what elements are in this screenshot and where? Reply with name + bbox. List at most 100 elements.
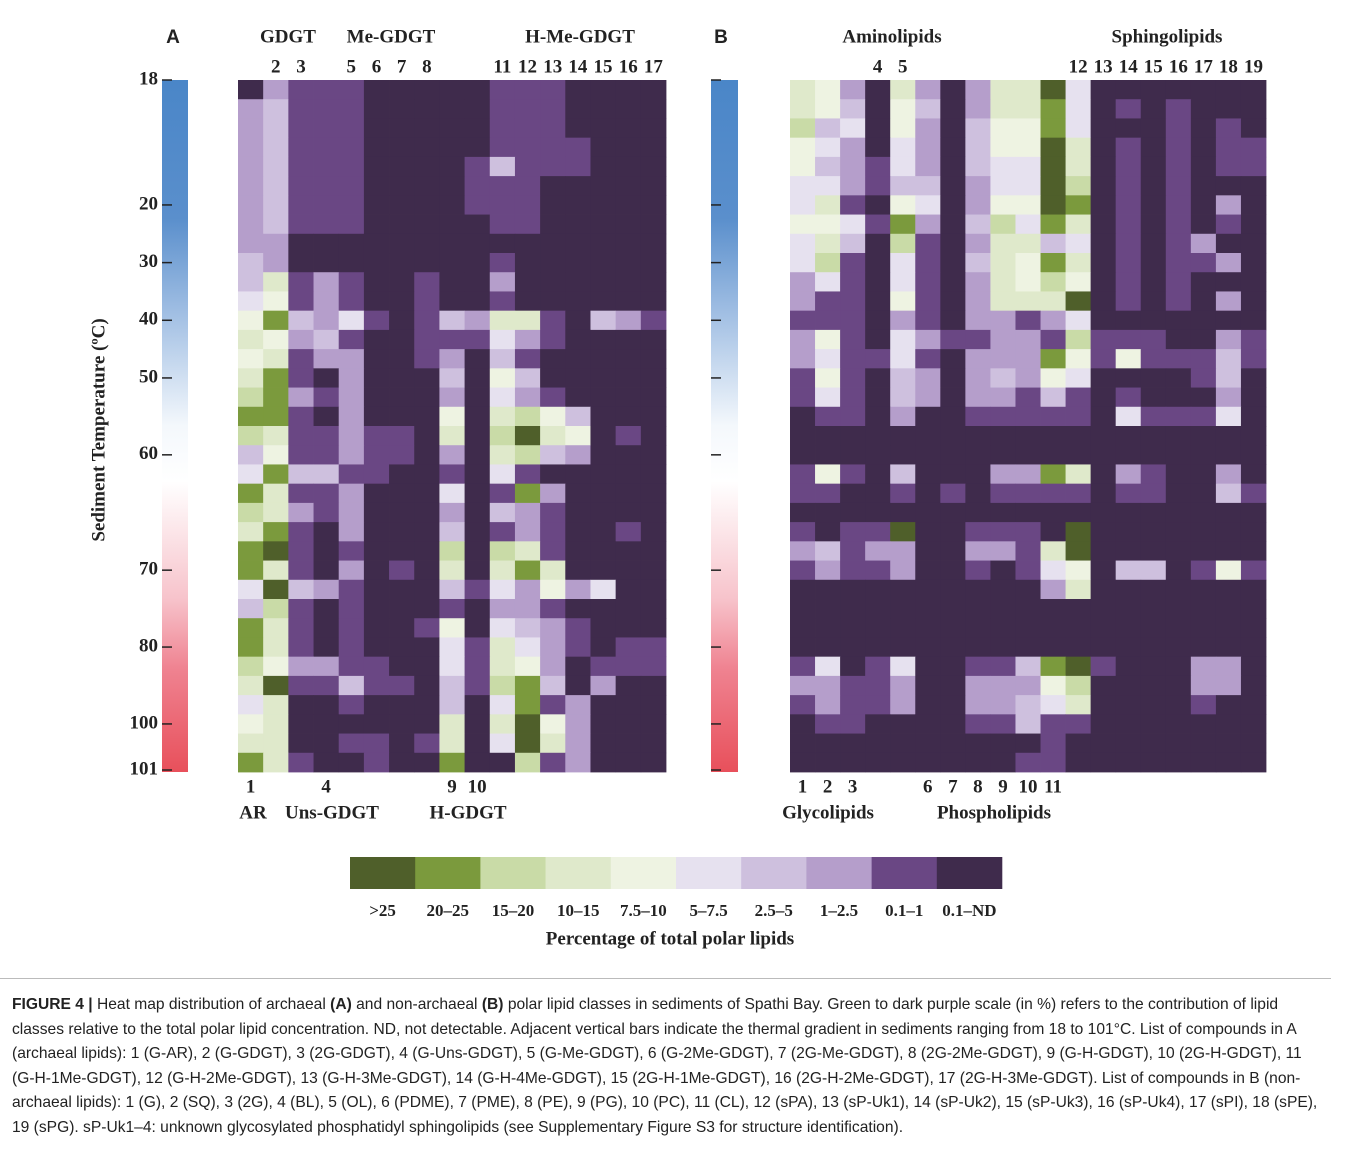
heatmap-cell [1065,310,1092,331]
heatmap-cell [1015,118,1041,139]
heatmap-cell [915,368,941,388]
heatmap-cell [990,195,1016,215]
caption-text: Heat map distribution of archaeal [92,996,331,1013]
heatmap-cell [1065,406,1092,427]
heatmap-cell [1165,426,1192,446]
heatmap-cell [338,426,365,446]
heatmap-cell [338,310,365,331]
heatmap-cell [338,541,365,561]
heatmap-cell [1190,156,1217,177]
heatmap-cell [540,176,566,196]
heatmap-cell [1190,137,1217,158]
heatmap-cell [514,349,541,369]
heatmap-cell [1240,675,1267,696]
heatmap-cell [1065,291,1092,312]
heatmap-cell [1065,99,1092,119]
heatmap-cell [615,656,642,677]
heatmap-cell [363,291,390,312]
heatmap-cell [840,214,866,235]
heatmap-cell [915,464,941,485]
heatmap-cell [489,714,516,734]
heatmap-cell [1115,214,1142,235]
heatmap-cell [238,195,264,215]
column-label: 14 [568,56,588,77]
heatmap-cell [389,99,415,119]
heatmap-cell [940,637,966,658]
heatmap-cell [540,137,566,158]
heatmap-cell [489,272,516,292]
heatmap-cell [238,560,264,581]
heatmap-cell [1165,502,1192,523]
heatmap-cell [238,541,264,561]
heatmap-cell [338,233,365,254]
heatmap-cell [890,502,916,523]
heatmap-cell [1015,310,1041,331]
heatmap-cell [865,695,891,715]
heatmap-cell [1215,522,1242,542]
group-label: Sphingolipids [1112,26,1223,47]
heatmap-cell [313,406,340,427]
heatmap-cell [790,599,816,619]
heatmap-cell [338,137,365,158]
heatmap-cell [1090,637,1117,658]
heatmap-cell [965,695,991,715]
heatmap-cell [565,272,591,292]
heatmap-cell [565,522,591,542]
heatmap-cell [1065,426,1092,446]
heatmap-cell [338,502,365,523]
heatmap-cell [288,579,314,600]
heatmap-cell [363,502,390,523]
heatmap-cell [1040,541,1066,561]
heatmap-cell [890,253,916,273]
heatmap-cell [238,233,264,254]
heatmap-cell [338,752,365,773]
heatmap-cell [1190,618,1217,638]
heatmap-cell [865,637,891,658]
heatmap-cell [1040,349,1066,369]
heatmap-cell [1190,560,1217,581]
heatmap-cell [238,733,264,754]
heatmap-cell [1015,445,1041,465]
heatmap-cell [865,618,891,638]
heatmap-cell [590,579,617,600]
heatmap-cell [1040,502,1066,523]
heatmap-cell [1190,195,1217,215]
heatmap-cell [965,445,991,465]
heatmap-cell [1065,156,1092,177]
heatmap-cell [1240,714,1267,734]
heatmap-cell [414,502,440,523]
heatmap-cell [640,195,667,215]
heatmap-cell [389,214,415,235]
heatmap-cell [1015,137,1041,158]
heatmap-cell [790,426,816,446]
heatmap-cell [640,233,667,254]
group-label: H-GDGT [429,802,506,823]
heatmap-cell [965,80,991,100]
heatmap-cell [990,599,1016,619]
heatmap-cell [489,99,516,119]
heatmap-cell [263,80,289,100]
heatmap-cell [1215,368,1242,388]
heatmap-cell [414,522,440,542]
heatmap-cell [1240,733,1267,754]
heatmap-cell [313,752,340,773]
heatmap-cell [1115,368,1142,388]
heatmap-cell [840,310,866,331]
heatmap-cell [464,426,491,446]
heatmap-cell [1090,579,1117,600]
heatmap-cell [590,483,617,504]
heatmap-cell [514,368,541,388]
column-label: 16 [1169,56,1188,77]
heatmap-cell [1215,253,1242,273]
heatmap-cell [389,752,415,773]
heatmap-cell [414,329,440,350]
heatmap-cell [414,637,440,658]
heatmap-cell [1090,618,1117,638]
heatmap-cell [1190,426,1217,446]
heatmap-cell [489,176,516,196]
column-label: 10 [1019,776,1038,797]
heatmap-cell [790,214,816,235]
heatmap-cell [990,291,1016,312]
y-tick-label: 50 [139,366,158,387]
heatmap-cell [965,733,991,754]
